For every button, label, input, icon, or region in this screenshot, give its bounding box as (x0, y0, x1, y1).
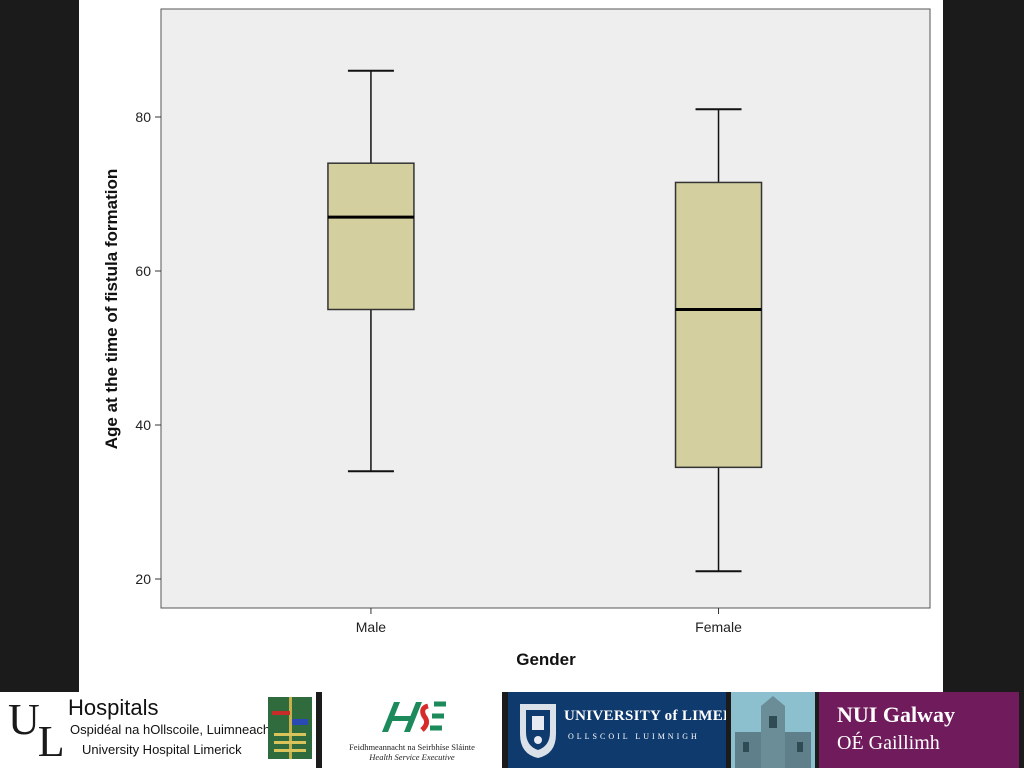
hse-logo: Feidhmeannacht na Seirbhíse Sláinte Heal… (322, 692, 502, 768)
slide-canvas: 20 40 60 80 Male Female Age at the time of f… (79, 0, 943, 692)
nui-galway-building-icon (731, 692, 815, 768)
quadrangle-tower-icon (731, 692, 815, 768)
university-of-limerick-logo: UNIVERSITY of LIMERICK OLLSCOIL LUIMNIGH (508, 692, 726, 768)
iqr-box (327, 162, 415, 311)
galway-logo-line2: OÉ Gaillimh (837, 732, 940, 754)
nui-galway-logo: NUI Galway OÉ Gaillimh (819, 692, 1019, 768)
x-axis: Male Female (356, 608, 742, 635)
ul-logo-line2: University Hospital Limerick (82, 742, 242, 757)
y-tick-label: 40 (135, 417, 151, 433)
box-female (674, 108, 763, 573)
logo-strip: UL Hospitals Ospidéal na hOllscoile, Lui… (0, 692, 1024, 768)
limerick-logo-subtitle: OLLSCOIL LUIMNIGH (568, 732, 700, 741)
box-male (327, 69, 415, 473)
limerick-crest-icon (520, 704, 556, 758)
ul-hospitals-logo: UL Hospitals Ospidéal na hOllscoile, Lui… (0, 692, 316, 768)
limerick-logo-title: UNIVERSITY of LIMERICK (564, 708, 726, 724)
ul-emblem-icon (268, 697, 312, 759)
y-tick-label: 60 (135, 263, 151, 279)
y-tick-label: 20 (135, 571, 151, 587)
hse-mark-icon (382, 701, 446, 732)
ul-letter-l: L (37, 717, 65, 766)
plot-area (160, 8, 931, 609)
x-tick-label: Male (356, 619, 387, 635)
hse-logo-line1: Feidhmeannacht na Seirbhíse Sláinte (349, 742, 475, 752)
galway-logo-line1: NUI Galway (837, 702, 955, 727)
x-tick-label: Female (695, 619, 742, 635)
ul-monogram: UL (8, 694, 65, 766)
hse-logo-line2: Health Service Executive (369, 752, 455, 762)
y-axis: 20 40 60 80 (135, 109, 161, 587)
boxplot-chart: 20 40 60 80 Male Female Age at the time of f… (102, 8, 931, 669)
y-axis-label: Age at the time of fistula formation (102, 169, 121, 450)
box-series (327, 69, 763, 573)
ul-letter-u: U (8, 695, 40, 744)
ul-logo-line1: Ospidéal na hOllscoile, Luimneach (70, 722, 271, 737)
x-axis-label: Gender (516, 650, 576, 669)
ul-logo-title: Hospitals (68, 695, 159, 720)
iqr-box (674, 181, 763, 469)
y-tick-label: 80 (135, 109, 151, 125)
